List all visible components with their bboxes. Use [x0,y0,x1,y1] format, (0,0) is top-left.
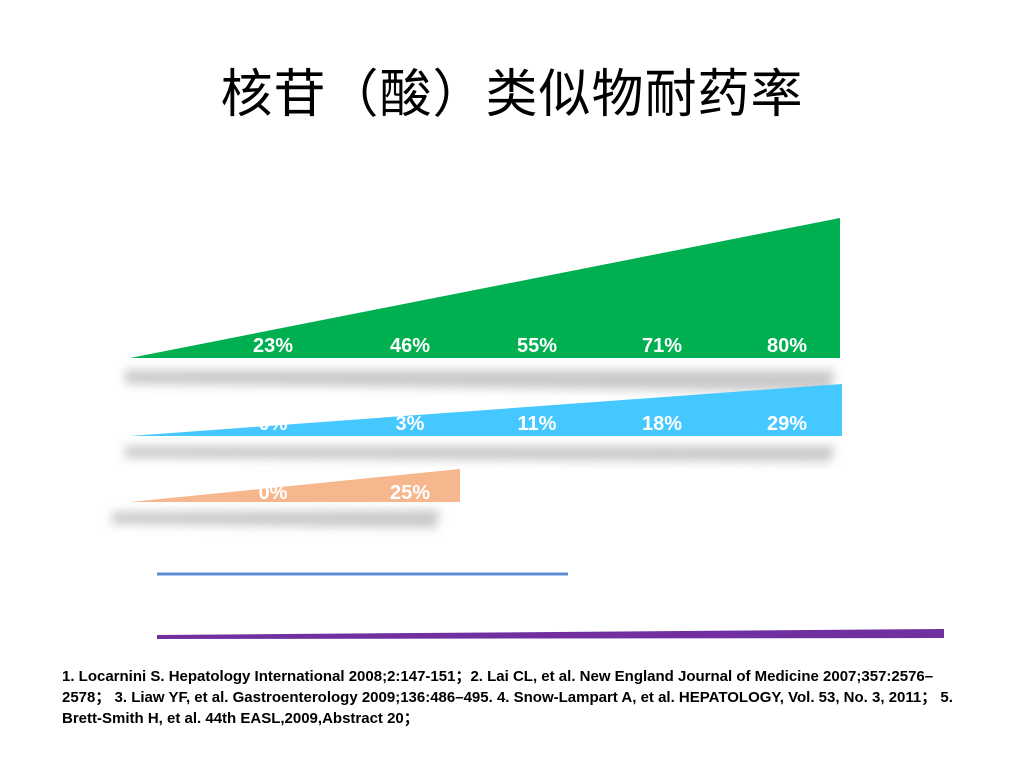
blue-wedge-shadow [125,446,835,462]
peach-wedge [130,469,460,502]
green-wedge [130,218,840,358]
green-wedge-shadow [125,370,835,392]
green-value-5: 80% [766,335,808,357]
green-value-4: 71% [641,335,683,357]
blue-value-1: 0% [258,413,288,435]
purple-line [157,629,944,639]
green-value-3: 55% [516,335,558,357]
peach-value-1: 0% [258,482,288,504]
blue-wedge [130,384,842,436]
green-value-1: 23% [252,335,294,357]
slide-title: 核苷（酸）类似物耐药率 [220,65,804,125]
peach-wedge-shadow [112,510,440,528]
blue-value-3: 11% [517,413,557,435]
references: 1. Locarnini S. Hepatology International… [62,668,953,727]
blue-value-2: 3% [395,413,425,435]
peach-value-2: 25% [389,482,431,504]
green-value-2: 46% [389,335,431,357]
blue-value-4: 18% [641,413,683,435]
blue-value-5: 29% [766,413,808,435]
